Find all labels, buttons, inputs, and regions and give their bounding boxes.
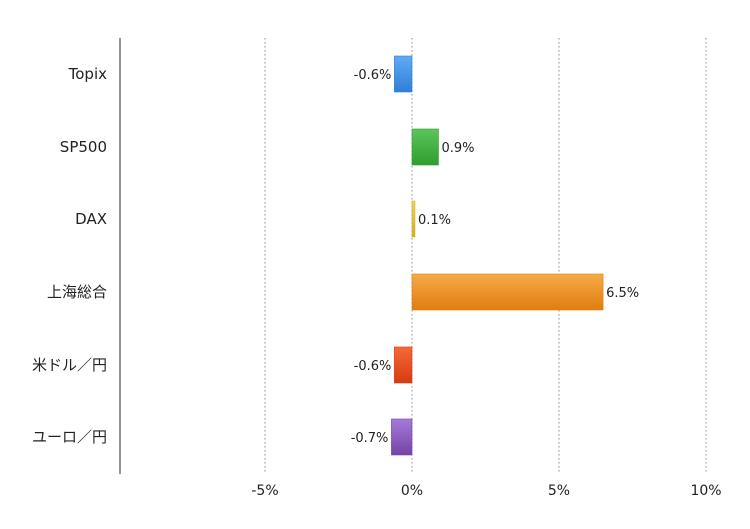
x-tick-label: 0% <box>401 483 423 499</box>
category-label: 上海総合 <box>47 283 107 301</box>
category-label: Topix <box>68 65 107 83</box>
x-tick-label: -5% <box>251 483 278 499</box>
labels: Topix -0.6% SP500 0.9% DAX 0.1% 上海総合 6.5% 米ドル／円 -… <box>32 65 722 499</box>
bar <box>411 200 416 238</box>
data-label: 0.9% <box>441 141 474 156</box>
bar <box>391 418 413 456</box>
grid-lines <box>264 38 707 474</box>
bar <box>411 128 439 166</box>
bar <box>394 55 413 93</box>
data-label: -0.6% <box>354 68 392 83</box>
data-label: 0.1% <box>418 213 451 228</box>
category-label: ユーロ／円 <box>32 428 107 446</box>
x-tick-label: 10% <box>690 483 721 499</box>
category-label: 米ドル／円 <box>32 356 107 374</box>
bars <box>391 55 604 456</box>
x-tick-label: 5% <box>548 483 570 499</box>
bar <box>411 273 604 311</box>
data-label: -0.7% <box>351 431 389 446</box>
category-label: SP500 <box>60 138 107 156</box>
bar <box>394 346 413 384</box>
data-label: 6.5% <box>606 286 639 301</box>
data-label: -0.6% <box>354 359 392 374</box>
category-label: DAX <box>75 210 107 228</box>
